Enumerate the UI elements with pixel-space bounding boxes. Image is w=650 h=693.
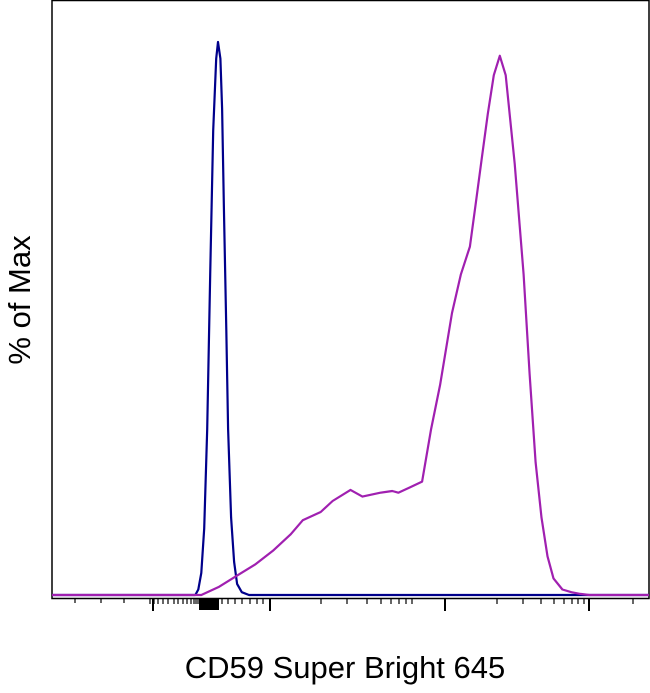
x-axis-ticks [74,598,634,611]
x-axis-label: CD59 Super Bright 645 [185,650,506,685]
series-line-1 [52,40,649,597]
plot-frame [51,0,650,600]
series-layer [52,40,649,597]
y-axis-label: % of Max [2,235,37,365]
series-line-2 [52,54,649,597]
